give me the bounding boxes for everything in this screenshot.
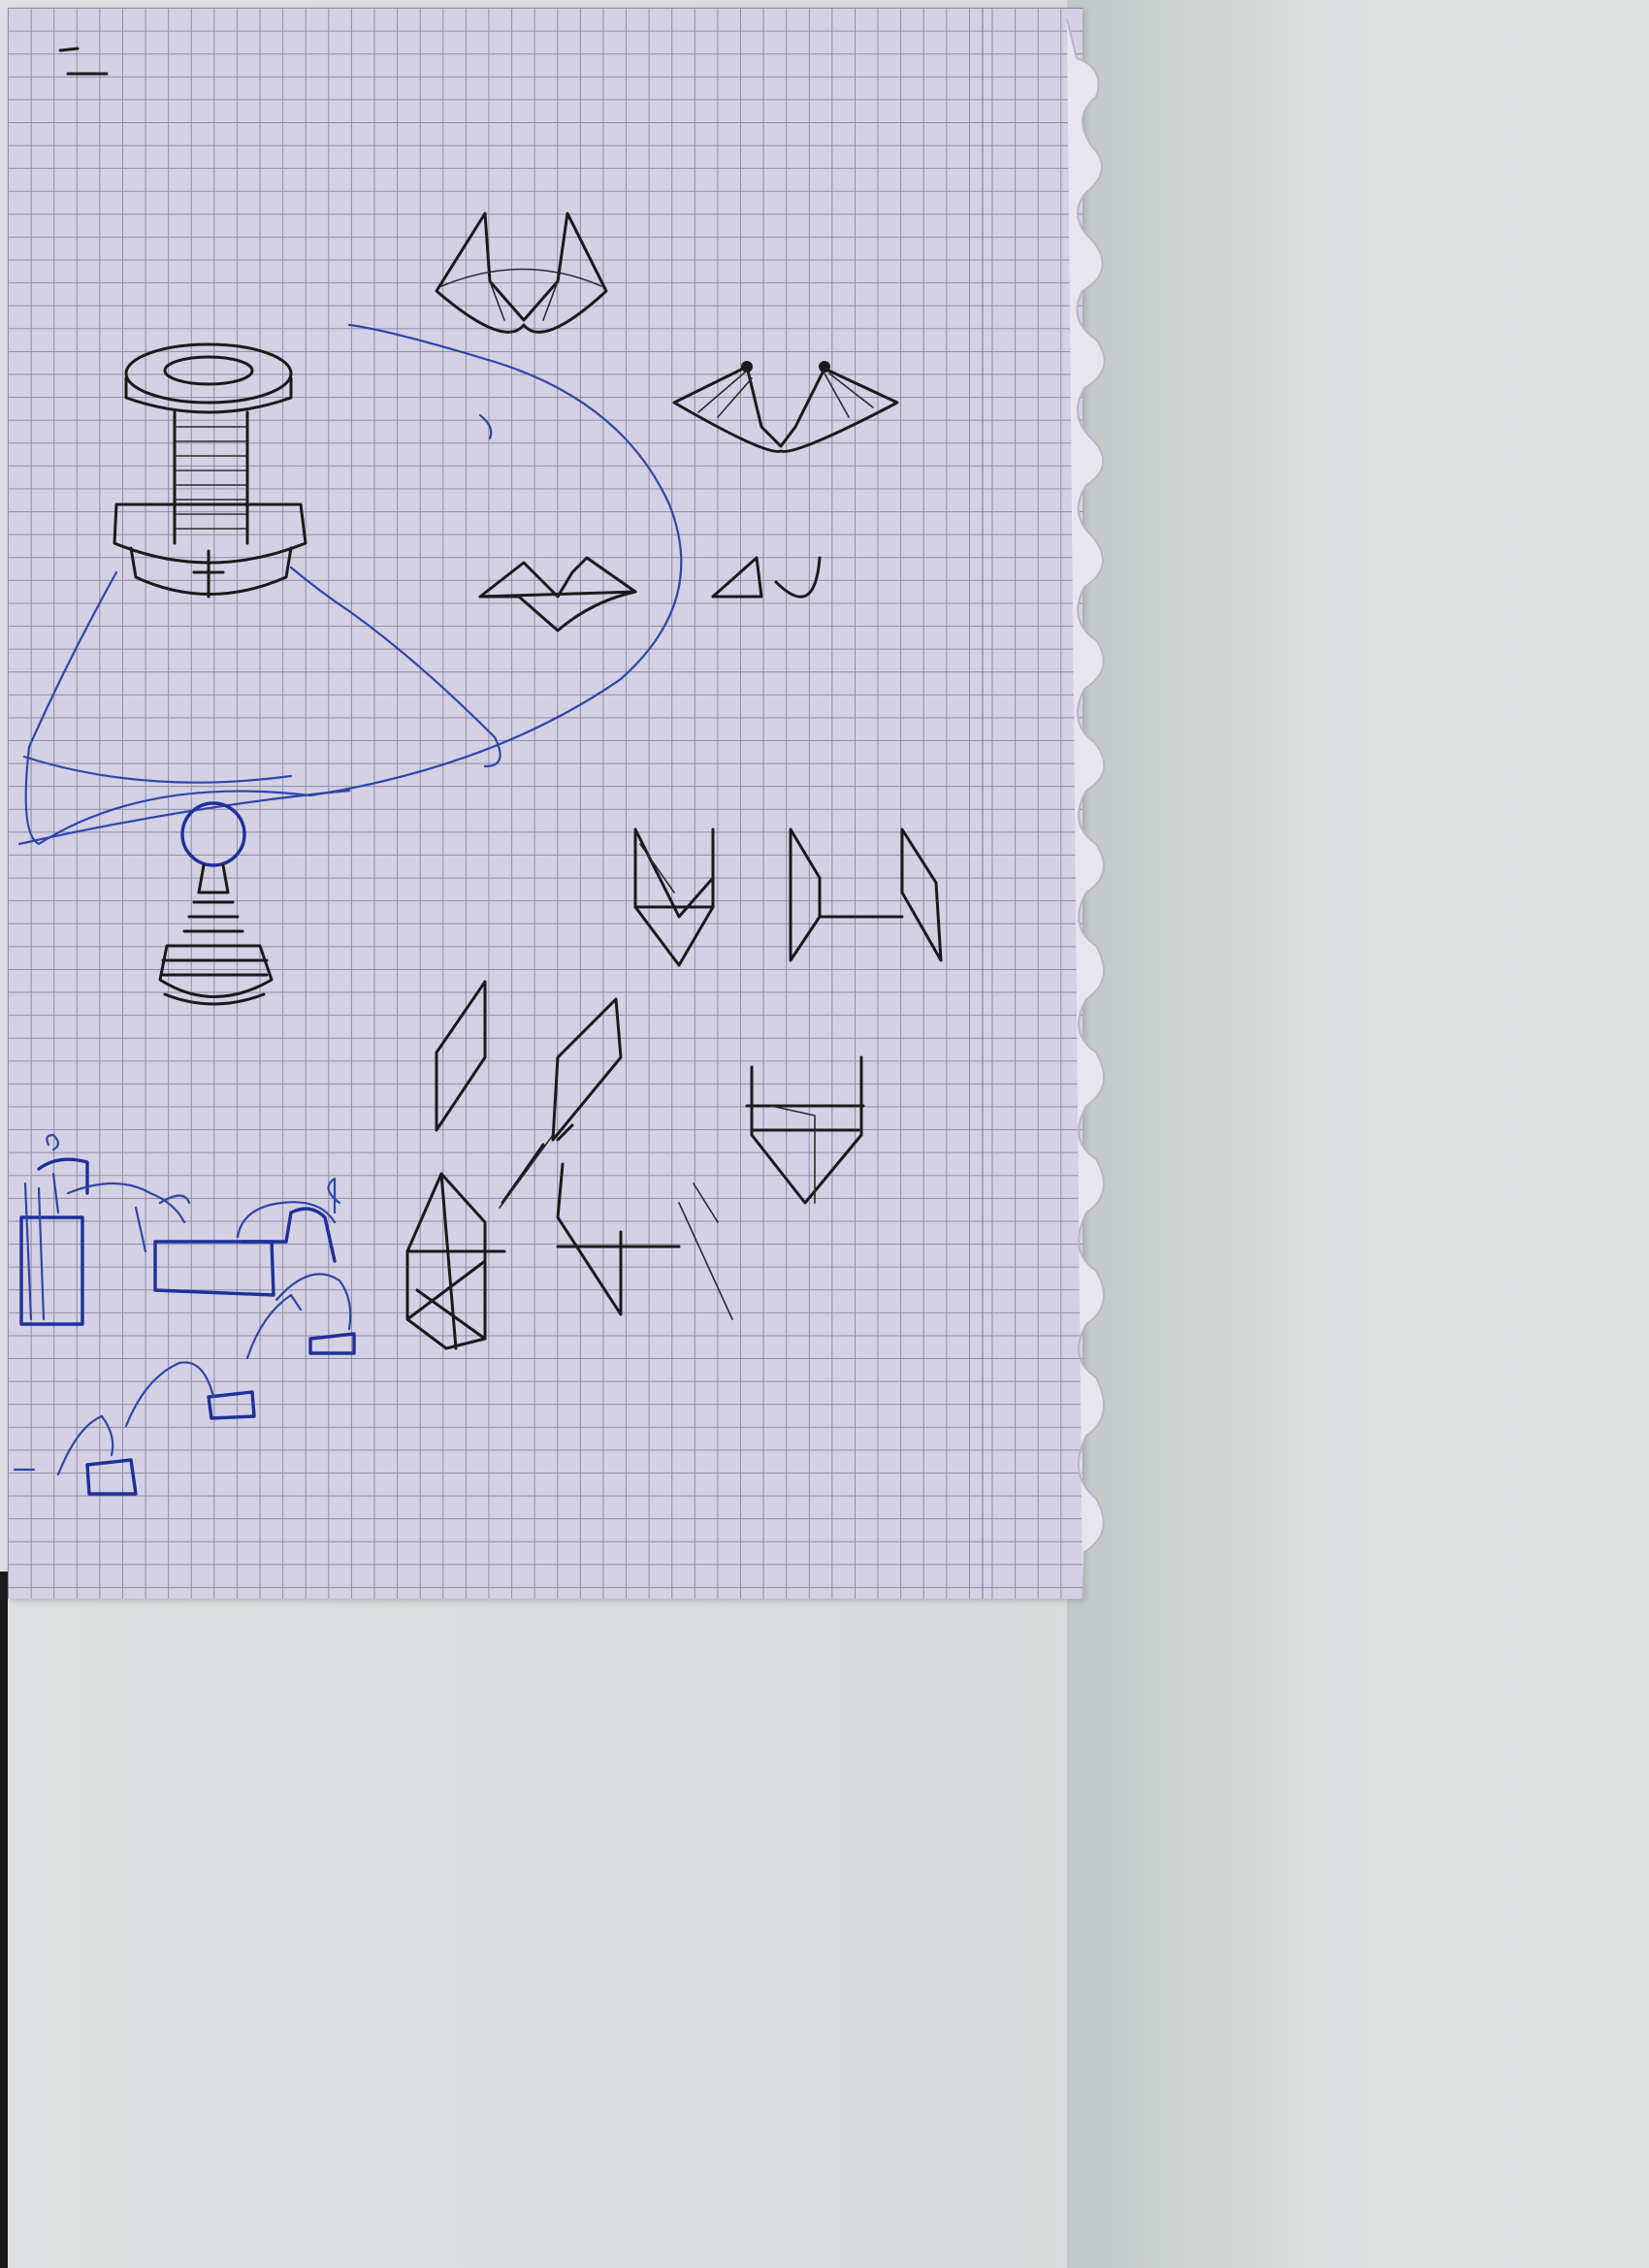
bat-wing-sketches	[435, 211, 899, 632]
paper-shadow	[1067, 0, 1319, 2268]
torn-spiral-edge	[1066, 18, 1106, 1600]
tesla-coil-sketch	[113, 342, 307, 599]
blue-flow-diagram-sketch	[13, 1133, 356, 1496]
notebook-page	[8, 8, 1083, 1599]
top-left-marks	[58, 47, 109, 76]
sphere-on-pedestal-sketch	[158, 801, 274, 1006]
margin-line	[982, 8, 984, 1599]
scanner-edge	[0, 1571, 8, 2268]
geometric-shape-studies	[405, 827, 943, 1350]
blue-arc-sketch	[17, 323, 683, 846]
